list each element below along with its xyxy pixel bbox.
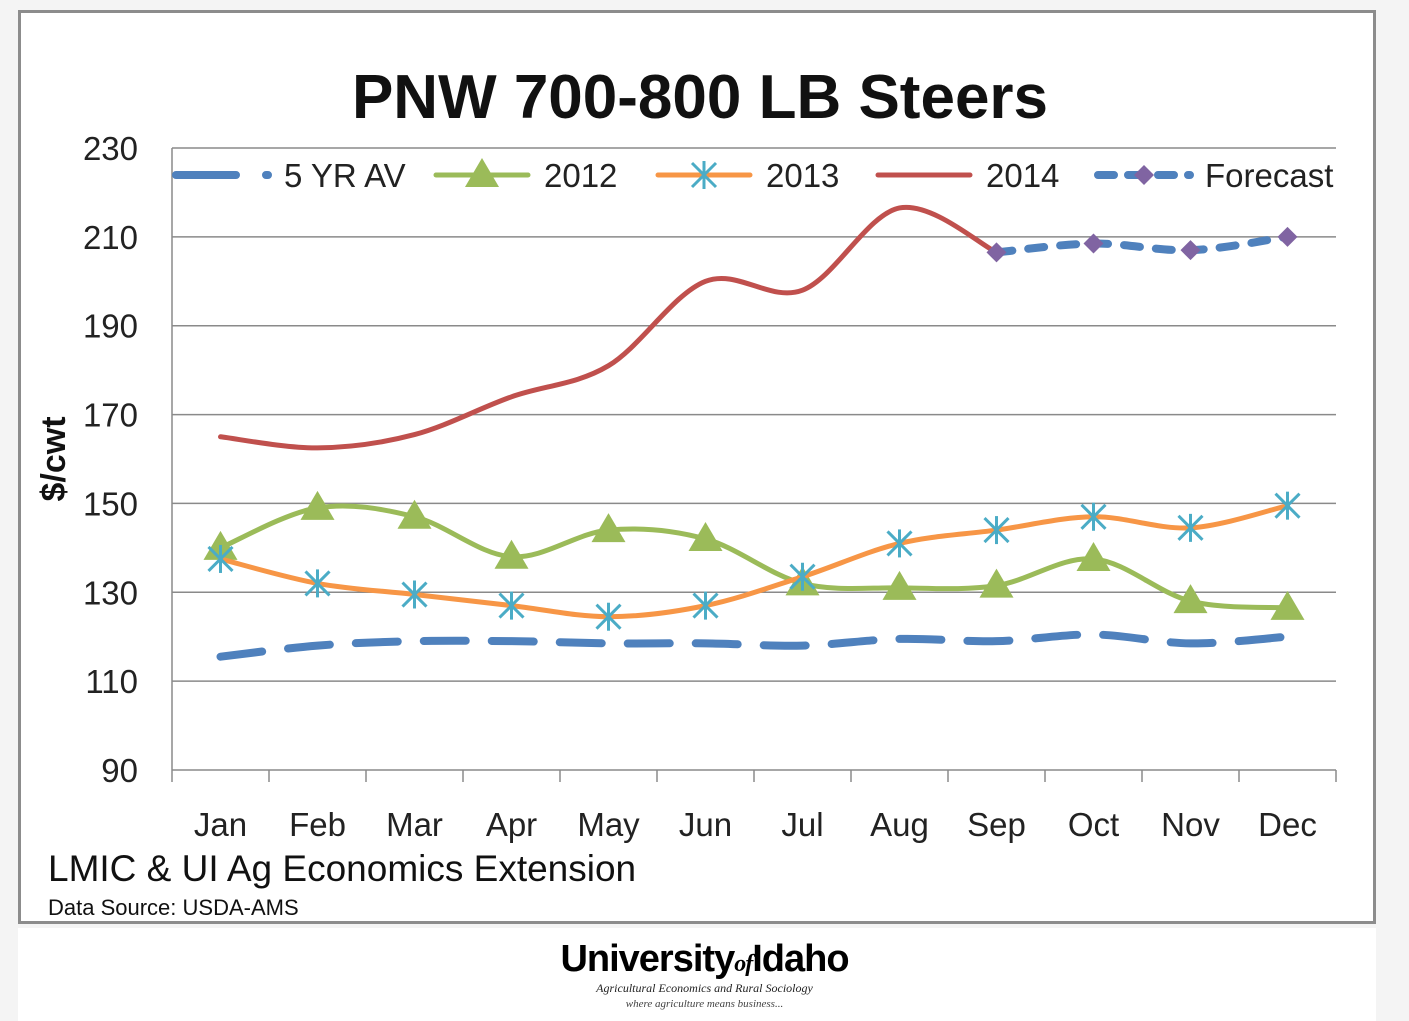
chart-frame	[18, 10, 1376, 924]
x-tick-label-sep: Sep	[967, 806, 1026, 843]
point-2012-sep	[979, 568, 1014, 598]
x-tick-label-feb: Feb	[289, 806, 346, 843]
legend-label-5-yr-av: 5 YR AV	[284, 157, 406, 194]
x-tick-label-dec: Dec	[1258, 806, 1317, 843]
legend-label-2013: 2013	[766, 157, 839, 194]
x-tick-label-apr: Apr	[486, 806, 537, 843]
y-tick-label-230: 230	[83, 130, 138, 167]
point-2012-may	[591, 513, 626, 543]
logo-wordmark: UniversityofIdaho	[0, 938, 1409, 981]
logo-idaho: Idaho	[752, 938, 849, 980]
point-forecast-nov	[1180, 240, 1201, 261]
point-2013-mar	[401, 580, 428, 609]
point-2012-oct	[1076, 541, 1111, 571]
legend: 5 YR AV 2012 2013 2014 Forecast	[172, 157, 1333, 194]
x-tick-label-jul: Jul	[781, 806, 823, 843]
legend-marker-forecast	[1134, 165, 1154, 185]
series-line-forecast	[992, 232, 1292, 257]
point-2012-apr	[494, 539, 529, 569]
point-2012-mar	[397, 499, 432, 529]
logo-department: Agricultural Economics and Rural Sociolo…	[596, 981, 813, 995]
x-tick-label-aug: Aug	[870, 806, 929, 843]
point-2013-jan	[207, 544, 234, 573]
point-2013-sep	[983, 516, 1010, 545]
point-2012-aug	[882, 570, 917, 600]
series-line-5-yr-av	[216, 630, 1292, 661]
legend-label-2014: 2014	[986, 157, 1059, 194]
series-layer	[203, 204, 1305, 661]
logo-university: University	[560, 938, 735, 980]
credit-text: LMIC & UI Ag Economics Extension	[48, 848, 637, 889]
university-logo: UniversityofIdaho Agricultural Economics…	[0, 938, 1409, 1010]
point-forecast-sep	[986, 242, 1007, 263]
data-source-text: Data Source: USDA-AMS	[48, 895, 299, 920]
x-tick-label-oct: Oct	[1068, 806, 1119, 843]
point-forecast-oct	[1083, 233, 1104, 254]
x-tick-label-mar: Mar	[386, 806, 443, 843]
x-tick-label-may: May	[577, 806, 640, 843]
legend-marker-2012	[465, 158, 499, 187]
y-tick-label-130: 130	[83, 574, 138, 611]
point-2013-oct	[1080, 502, 1107, 531]
point-2013-dec	[1274, 491, 1301, 520]
y-tick-label-190: 190	[83, 308, 138, 345]
gridlines	[172, 147, 1336, 682]
point-2012-dec	[1270, 590, 1305, 620]
point-2013-jul	[789, 562, 816, 591]
y-tick-label-210: 210	[83, 219, 138, 256]
point-2013-jun	[692, 591, 719, 620]
logo-of: of	[734, 951, 753, 977]
y-tick-label-150: 150	[83, 485, 138, 522]
x-tick-label-nov: Nov	[1161, 806, 1220, 843]
point-2013-may	[595, 602, 622, 631]
point-forecast-dec	[1277, 226, 1298, 247]
chart-title: PNW 700-800 LB Steers	[352, 63, 1048, 132]
point-2013-apr	[498, 591, 525, 620]
legend-label-2012: 2012	[544, 157, 617, 194]
chart: PNW 700-800 LB Steers $/cwt 90 110 130 150 1…	[35, 63, 1337, 843]
y-tick-label-110: 110	[85, 663, 138, 700]
point-2013-nov	[1177, 513, 1204, 542]
footer-band	[18, 928, 1376, 1021]
point-2012-jun	[688, 521, 723, 551]
point-2012-feb	[300, 490, 335, 520]
y-tick-label-90: 90	[101, 752, 138, 789]
series-line-2013	[218, 503, 1290, 620]
x-tick-label-jun: Jun	[679, 806, 732, 843]
point-2012-nov	[1173, 584, 1208, 614]
point-2013-feb	[304, 569, 331, 598]
point-2013-aug	[886, 529, 913, 558]
y-tick-label-170: 170	[83, 397, 138, 434]
axes: 90 110 130 150 170 190 210 230 Jan Feb Mar Apr May Ju…	[83, 130, 1337, 843]
x-tick-label-jan: Jan	[194, 806, 247, 843]
legend-marker-2013	[690, 161, 718, 189]
logo-tagline: where agriculture means business...	[625, 998, 784, 1010]
series-line-2014	[218, 204, 999, 451]
y-axis-title: $/cwt	[35, 416, 73, 501]
legend-label-forecast: Forecast	[1205, 157, 1333, 194]
